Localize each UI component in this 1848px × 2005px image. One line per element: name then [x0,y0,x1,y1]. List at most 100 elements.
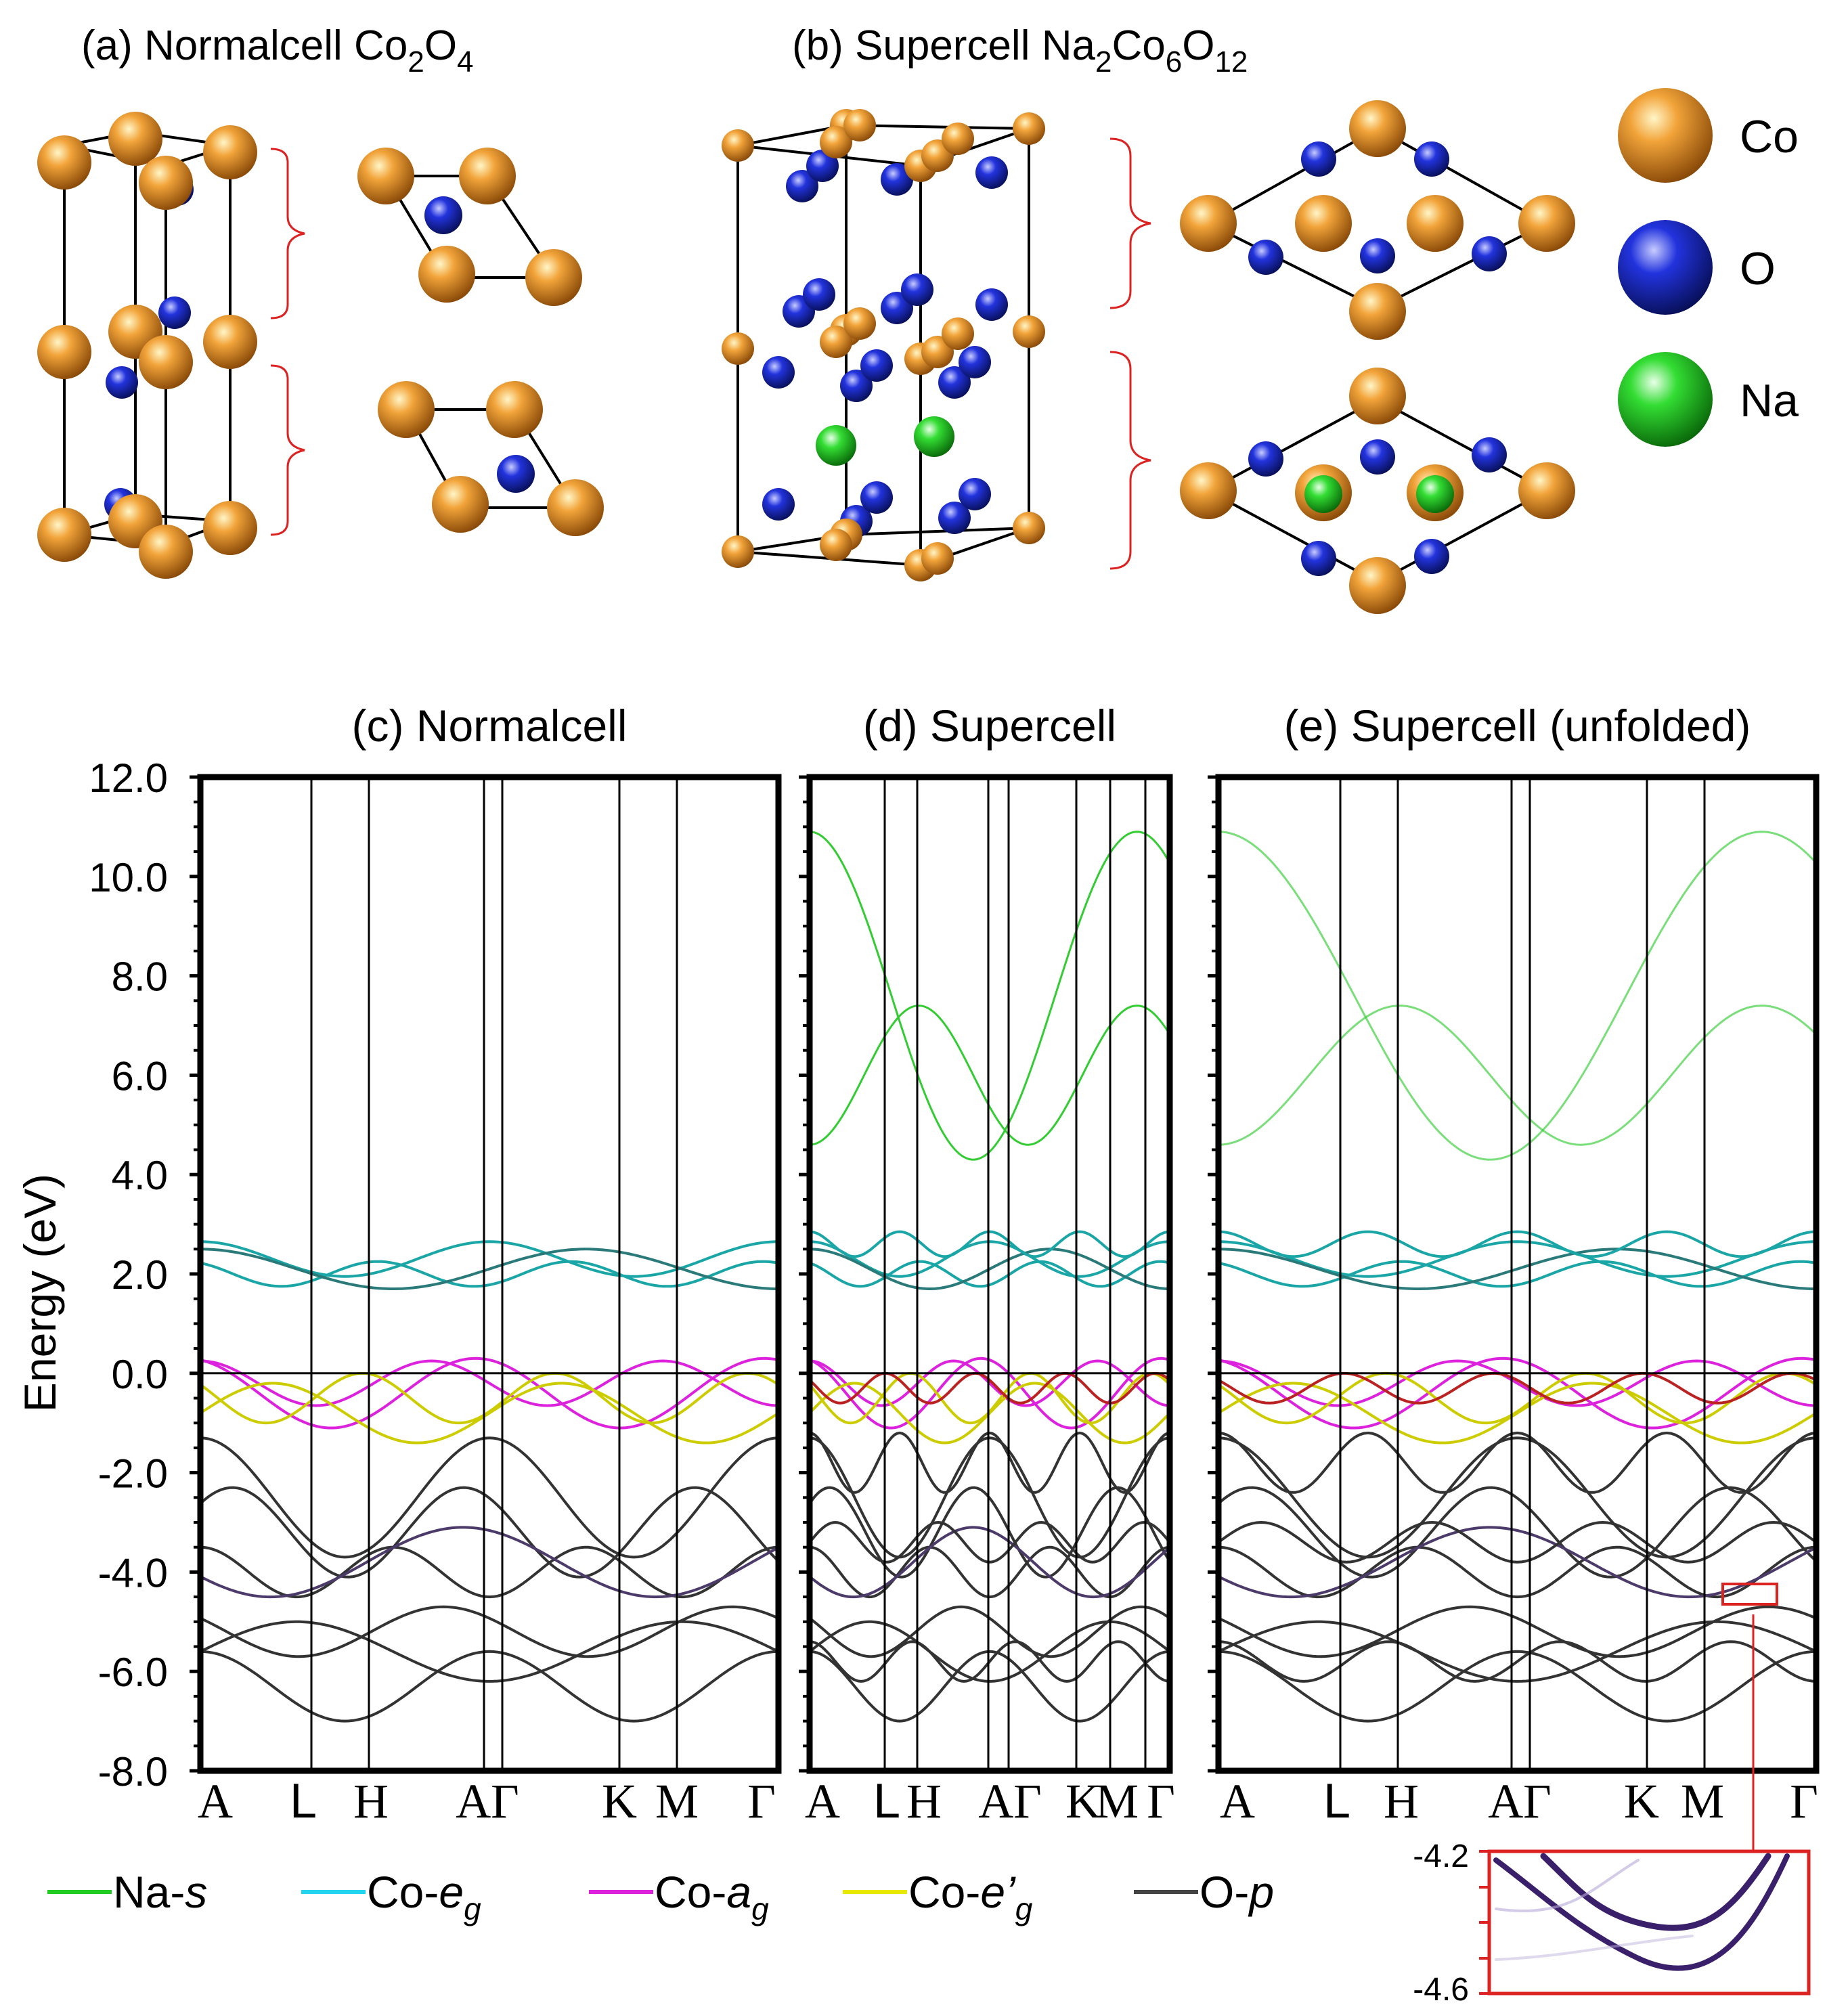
y-axis-label: Energy (eV) [15,1174,65,1412]
orbital-legend-item: Na-s [47,1867,207,1917]
band-line [1218,1520,1816,1564]
kpoint-label: A [805,1774,840,1828]
co-atom [722,535,754,568]
kpoint-label: K [1624,1774,1659,1828]
kpoint-label: H [1384,1774,1419,1828]
svg-text:O: O [1740,243,1776,294]
kpoint-label: L [1323,1774,1350,1828]
na-sphere-icon [1618,352,1713,447]
co-sphere-icon [1618,88,1713,183]
o-atom [975,288,1008,321]
band-lines [810,831,1170,1723]
y-tick-label: -8.0 [98,1749,168,1794]
atoms [722,109,1045,581]
legend-label: Na-s [113,1867,207,1917]
band-line [1218,1359,1816,1407]
o-atom [840,370,873,402]
layer-brace-upper [1109,137,1151,309]
kpoint-label: A [198,1774,233,1828]
co-atom [108,112,162,166]
o-atom [762,356,795,389]
o-sphere-icon [1618,220,1713,315]
svg-text:Co: Co [1740,111,1799,162]
o-atom [881,163,913,196]
band-line [1218,1357,1816,1430]
band-line [200,1248,778,1290]
inset-ytick-top: -4.2 [1413,1838,1469,1874]
co-atom [942,123,974,155]
y-tick-label: 8.0 [112,954,168,1000]
y-tick-labels: 12.0 10.0 8.0 6.0 4.0 2.0 0.0 -2.0 -4.0 -6.0 -8.0 [89,755,168,1794]
o-atom [959,478,991,510]
o-atom [938,366,971,399]
legend-o: O [1618,220,1776,315]
kpoint-label: Γ [747,1774,776,1828]
kpoint-label: AΓ [1488,1774,1552,1828]
co-atom [722,332,754,365]
y-tick-label: -6.0 [98,1650,168,1695]
o-atom [762,488,795,521]
co-atom [820,529,852,561]
o-atom [806,150,839,182]
o-atom [860,481,893,514]
layer-view-upper [1180,100,1575,340]
band-line [200,1545,778,1599]
kpoint-label: AΓ [978,1774,1042,1828]
panel-b-title: (b) Supercell Na2Co6O12 [792,22,1248,79]
band-panel-e: (e) Supercell (unfolded) A L H AΓ K M Γ [1208,701,1820,1828]
layer-brace-lower [1109,351,1151,570]
band-line [1218,1371,1816,1405]
kpoint-label: M [1681,1774,1724,1828]
band-panel-title: (d) Supercell [863,701,1116,751]
co-atom [203,501,257,555]
band-line [200,1620,778,1683]
band-lines [200,1240,778,1723]
band-line [810,1605,1170,1658]
atom-legend: Co O Na [1618,88,1799,447]
band-line [1218,1650,1816,1723]
o-atom [106,366,138,399]
band-line [200,1605,778,1658]
co-atom [37,135,91,190]
band-line [810,1230,1170,1258]
o-atom [786,170,818,202]
legend-co: Co [1618,88,1799,183]
band-line [200,1357,778,1430]
co-atom [820,126,852,158]
legend-label: Co-e’g [908,1867,1033,1926]
o-atom [158,296,191,329]
band-line [1218,1526,1816,1599]
layer-brace-upper [270,148,305,320]
co-atom [37,325,91,379]
co-atom [203,315,257,369]
y-tick-label: -2.0 [98,1451,168,1497]
kpoint-label: L [873,1774,900,1828]
kpoint-label: L [290,1774,317,1828]
y-tick-label: -4.0 [98,1550,168,1595]
y-tick-label: 12.0 [89,755,168,801]
inset-source-box [1721,1583,1778,1606]
band-line [200,1359,778,1407]
na-atom [816,425,856,466]
layer-view-lower [1180,368,1575,614]
layer-view-upper [357,148,582,306]
band-line [1218,1436,1816,1559]
y-tick-label: 0.0 [112,1352,168,1397]
co-atom [722,129,754,162]
band-line [1218,1486,1816,1579]
co-atom [139,156,193,210]
o-atom [975,156,1008,189]
band-lines [1218,831,1816,1723]
co-atom [921,542,954,575]
co-atom [942,317,974,350]
kpoint-label: K [602,1774,637,1828]
co-atom [37,508,91,562]
panel-a-title: (a) Normalcell Co2O4 [81,22,474,79]
band-line [810,831,1170,1161]
band-line [1218,1260,1816,1288]
co-atom [820,326,852,358]
y-tick-label: 2.0 [112,1252,168,1298]
kpoint-label: H [353,1774,389,1828]
band-line [1218,1230,1816,1258]
